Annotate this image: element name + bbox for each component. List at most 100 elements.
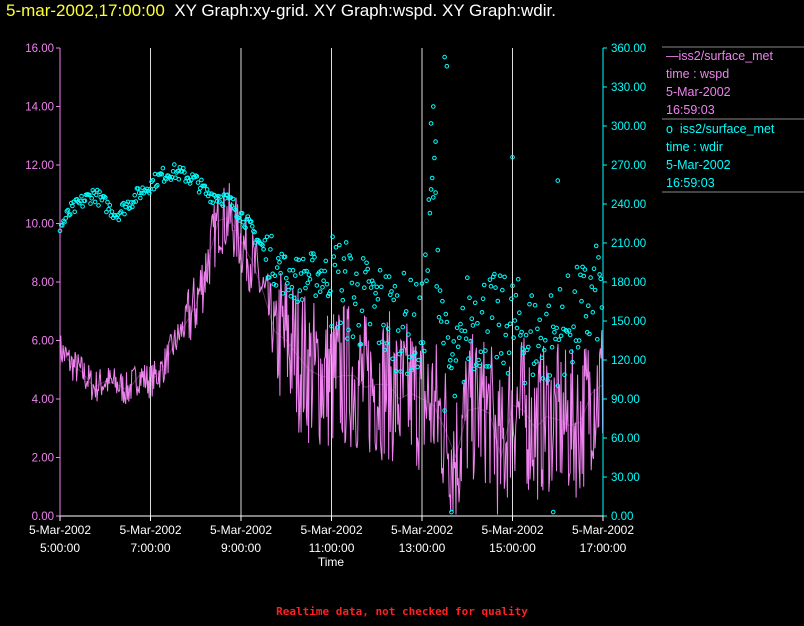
xy-chart[interactable]: 0.00 2.00 4.00 6.00 8.00 10.00 12.00 14.00 16.00…: [0, 0, 804, 600]
wdir-point: [220, 203, 226, 208]
wdir-point: [355, 282, 360, 287]
wdir-point: [562, 372, 567, 378]
wdir-point: [424, 278, 429, 284]
wdir-point: [330, 234, 335, 239]
wdir-point: [460, 305, 466, 311]
wdir-point: [530, 372, 536, 378]
wdir-point: [216, 193, 221, 199]
wdir-point: [374, 284, 380, 290]
wdir-point: [364, 260, 369, 266]
wdir-point: [567, 332, 573, 338]
wdir-point: [379, 284, 384, 290]
wdir-point: [401, 270, 407, 276]
wdir-point: [515, 276, 521, 282]
wdir-point: [67, 212, 73, 217]
wdir-point: [426, 197, 432, 202]
wdir-point: [348, 256, 354, 261]
wdir-point: [415, 364, 420, 370]
x-tick-label-date: 5-Mar-2002: [119, 523, 181, 537]
wdir-point: [458, 321, 463, 327]
wdir-point: [97, 189, 102, 194]
wdir-point: [331, 254, 337, 259]
right-tick-label: 0.00: [611, 511, 633, 523]
wdir-point: [122, 211, 127, 217]
wdir-point: [359, 308, 365, 314]
wdir-point: [385, 326, 391, 332]
wdir-point: [390, 356, 395, 362]
wdir-point: [498, 351, 504, 356]
wdir-point: [532, 302, 538, 308]
wdir-point: [575, 345, 581, 350]
wdir-point: [285, 281, 290, 286]
wdir-point: [205, 193, 211, 199]
wdir-point: [346, 327, 351, 333]
wdir-point: [93, 192, 99, 198]
wdir-point: [371, 281, 376, 286]
wdir-point: [531, 361, 537, 367]
wdir-point: [349, 280, 355, 286]
right-tick-label: 360.00: [611, 43, 646, 55]
wdir-point: [104, 209, 109, 215]
wdir-point: [469, 316, 475, 322]
wdir-point: [571, 324, 576, 330]
wdir-point: [105, 199, 110, 205]
wdir-point: [303, 285, 308, 291]
wdir-point: [324, 281, 330, 287]
wdir-point: [586, 303, 591, 309]
x-tick-label-date: 5-Mar-2002: [391, 523, 453, 537]
x-tick-label-date: 5-Mar-2002: [210, 523, 272, 537]
wdir-point: [280, 291, 286, 296]
wdir-point: [558, 333, 564, 339]
wdir-point: [392, 283, 398, 289]
wdir-point: [507, 321, 513, 327]
wdir-point: [288, 293, 294, 299]
wdir-point: [229, 203, 235, 209]
wdir-point: [321, 278, 326, 284]
wdir-point: [583, 314, 589, 319]
wdir-point: [443, 311, 449, 317]
wdir-point: [150, 178, 156, 183]
wdir-point: [410, 354, 416, 359]
wdir-point: [517, 310, 522, 316]
wdir-point: [596, 255, 601, 260]
wdir-point: [204, 187, 210, 192]
wdir-point: [248, 219, 254, 224]
wdir-point: [442, 408, 447, 413]
wdir-point: [504, 323, 510, 329]
wdir-point: [80, 204, 85, 209]
wdir-point: [472, 300, 478, 306]
wdir-point: [269, 233, 274, 239]
x-tick-label-time: 11:00:00: [309, 541, 355, 555]
wdir-point: [286, 287, 291, 293]
wdir-point: [284, 275, 289, 281]
wdir-point: [534, 359, 539, 364]
wdir-point: [365, 266, 371, 272]
wdir-point: [147, 190, 152, 196]
wdir-point: [541, 347, 547, 353]
wdir-point: [496, 322, 502, 328]
wdir-point: [486, 364, 492, 369]
wdir-point: [233, 207, 238, 213]
wdir-point: [167, 175, 172, 180]
wdir-point: [465, 275, 470, 281]
wdir-point: [230, 196, 236, 202]
wdir-point: [461, 379, 467, 385]
wdir-point: [172, 162, 177, 167]
wdir-point: [566, 328, 572, 333]
wdir-point: [340, 297, 346, 303]
wdir-point: [434, 284, 440, 289]
wdir-point: [543, 338, 548, 343]
wdir-point: [276, 256, 281, 261]
left-tick-label: 10.00: [25, 219, 54, 231]
wdir-point: [127, 205, 133, 211]
wdir-point: [405, 371, 410, 377]
wdir-point: [522, 380, 528, 386]
wdir-point: [138, 195, 143, 201]
wdir-point: [386, 274, 392, 279]
wdir-point: [535, 326, 540, 332]
right-tick-label: 330.00: [611, 82, 646, 94]
wdir-point: [194, 174, 200, 179]
wdir-point: [544, 311, 549, 317]
window-title: 5-mar-2002,17:00:00 XY Graph:xy-grid. XY…: [6, 1, 556, 21]
wdir-point: [393, 368, 399, 374]
